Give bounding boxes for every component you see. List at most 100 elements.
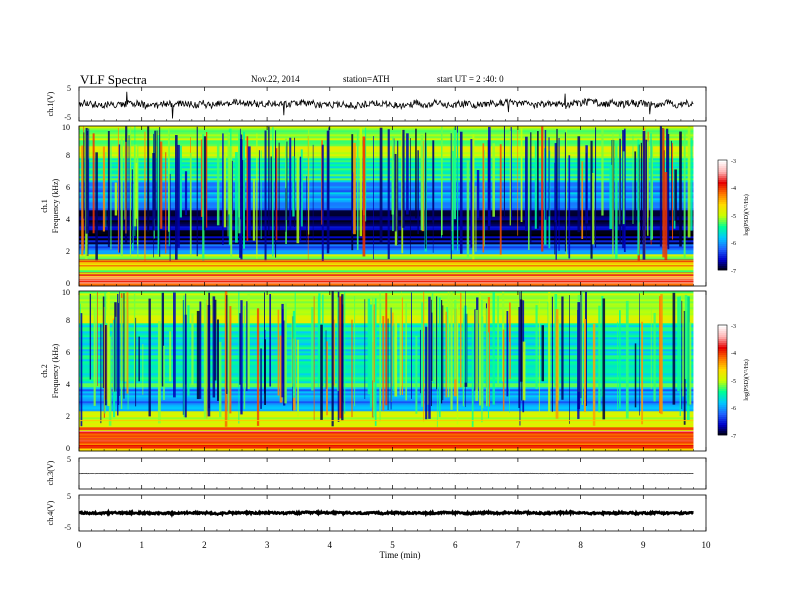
- spectrogram-band: [79, 164, 694, 167]
- spectrogram-streak: [202, 133, 205, 261]
- colorbar-cell: [718, 214, 727, 217]
- spectrogram-band: [79, 138, 694, 141]
- spectrogram-band: [79, 176, 694, 179]
- spectrogram-streak: [419, 329, 421, 394]
- spectrogram-band: [79, 409, 694, 412]
- spectrogram-streak: [431, 291, 434, 383]
- spectrogram-streak: [283, 320, 286, 406]
- colorbar-cell: [718, 234, 727, 237]
- colorbar-cell: [718, 399, 727, 402]
- colorbar-cell: [718, 194, 727, 197]
- spectrogram-streak: [148, 298, 151, 417]
- spectrogram-band: [79, 421, 694, 424]
- spectrogram-line: [79, 281, 694, 283]
- spectrogram-streak: [502, 329, 505, 411]
- spectrogram-band: [79, 144, 694, 147]
- spectrogram-line: [79, 447, 694, 449]
- ch1-spectrogram-heatmap: [79, 126, 694, 287]
- spectrogram-streak: [216, 319, 219, 401]
- spectrogram-band: [79, 240, 694, 243]
- colorbar-cell: [718, 429, 727, 432]
- colorbar-cell: [718, 325, 727, 328]
- spectrogram-streak: [622, 151, 625, 225]
- spectrogram-streak: [453, 127, 457, 220]
- spectrogram-streak: [470, 139, 473, 248]
- spectrogram-streak: [659, 126, 663, 247]
- spectrogram-streak: [206, 132, 208, 228]
- ch2-colorbar-tick-6: -6: [731, 406, 736, 412]
- spectrogram-band: [79, 437, 694, 440]
- spectrogram-band: [79, 284, 694, 287]
- spectrogram-streak: [598, 305, 601, 413]
- spectrogram-streak: [275, 148, 278, 241]
- panel-ch1-spectrogram: 0 2 4 6 8 10 ch.1 Frequency (kHz) -3 -4 …: [40, 123, 750, 288]
- spectrogram-streak: [492, 143, 495, 217]
- spectrogram-streak: [585, 145, 588, 224]
- spectrogram-streak: [446, 306, 449, 382]
- spectrogram-streak: [120, 138, 123, 256]
- spectrogram-streak: [184, 171, 188, 216]
- ch1-colorbar-gradient: [718, 160, 727, 271]
- spectrogram-streak: [538, 298, 540, 415]
- spectrogram-streak: [308, 129, 310, 235]
- spectrogram-streak: [142, 344, 144, 395]
- colorbar-cell: [718, 258, 727, 261]
- spectrogram-streak: [581, 161, 584, 240]
- spectrogram-streak: [264, 339, 266, 405]
- spectrogram-streak: [509, 130, 511, 226]
- waveform-line: [79, 508, 694, 518]
- spectrogram-streak: [441, 300, 443, 404]
- ch1-freq-tick-2: 2: [66, 247, 70, 256]
- spectrogram-band: [79, 226, 694, 229]
- spectrogram-streak: [465, 291, 466, 408]
- spectrogram-streak: [530, 132, 532, 244]
- spectrogram-streak: [296, 152, 300, 244]
- spectrogram-streak: [126, 292, 129, 394]
- spectrogram-streak: [391, 160, 394, 215]
- spectrogram-streak: [457, 132, 459, 251]
- ch3-ytick-top: 5: [67, 455, 71, 464]
- spectrogram-streak: [277, 309, 280, 396]
- spectrogram-streak: [339, 296, 342, 419]
- spectrogram-streak: [153, 133, 154, 258]
- spectrogram-streak: [677, 296, 680, 392]
- colorbar-cell: [718, 242, 727, 245]
- spectrogram-streak: [451, 130, 453, 232]
- ch2-freq-tick-10: 10: [62, 288, 70, 297]
- colorbar-cell: [718, 168, 727, 171]
- colorbar-cell: [718, 371, 727, 374]
- spectrogram-streak: [462, 308, 464, 406]
- colorbar-cell: [718, 379, 727, 382]
- colorbar-cell: [718, 411, 727, 414]
- spectrogram-streak: [173, 292, 176, 398]
- colorbar-cell: [718, 433, 727, 436]
- colorbar-cell: [718, 244, 727, 247]
- spectrogram-band: [79, 248, 694, 251]
- spectrogram-streak: [492, 292, 495, 405]
- spectrogram-streak: [281, 303, 284, 398]
- colorbar-cell: [718, 210, 727, 213]
- spectrogram-streak: [592, 172, 595, 245]
- spectrogram-streak: [410, 292, 412, 399]
- spectrogram-streak: [372, 297, 374, 381]
- spectrogram-streak: [569, 295, 570, 424]
- spectrogram-streak: [114, 182, 118, 216]
- spectrogram-streak: [137, 145, 139, 262]
- time-axis: 0 1 2 3 4 5 6 7 8 9 10 Time (min): [77, 540, 711, 560]
- colorbar-cell: [718, 216, 727, 219]
- spectrogram-streak: [196, 126, 198, 257]
- ch4-waveform-trace: [79, 508, 694, 518]
- spectrogram-line: [79, 438, 694, 440]
- spectrogram-streak: [436, 296, 438, 427]
- ch1-freq-tick-8: 8: [66, 151, 70, 160]
- spectrogram-band: [79, 190, 694, 193]
- spectrogram-band: [79, 405, 694, 408]
- spectrogram-streak: [394, 153, 397, 232]
- ch1-freq-tick-4: 4: [66, 215, 70, 224]
- spectrogram-streak: [199, 301, 202, 399]
- spectrogram-streak: [222, 133, 224, 246]
- spectrogram-streak: [534, 140, 537, 229]
- spectrogram-line: [79, 431, 694, 433]
- spectrogram-streak: [623, 128, 626, 253]
- spectrogram-streak: [541, 126, 544, 252]
